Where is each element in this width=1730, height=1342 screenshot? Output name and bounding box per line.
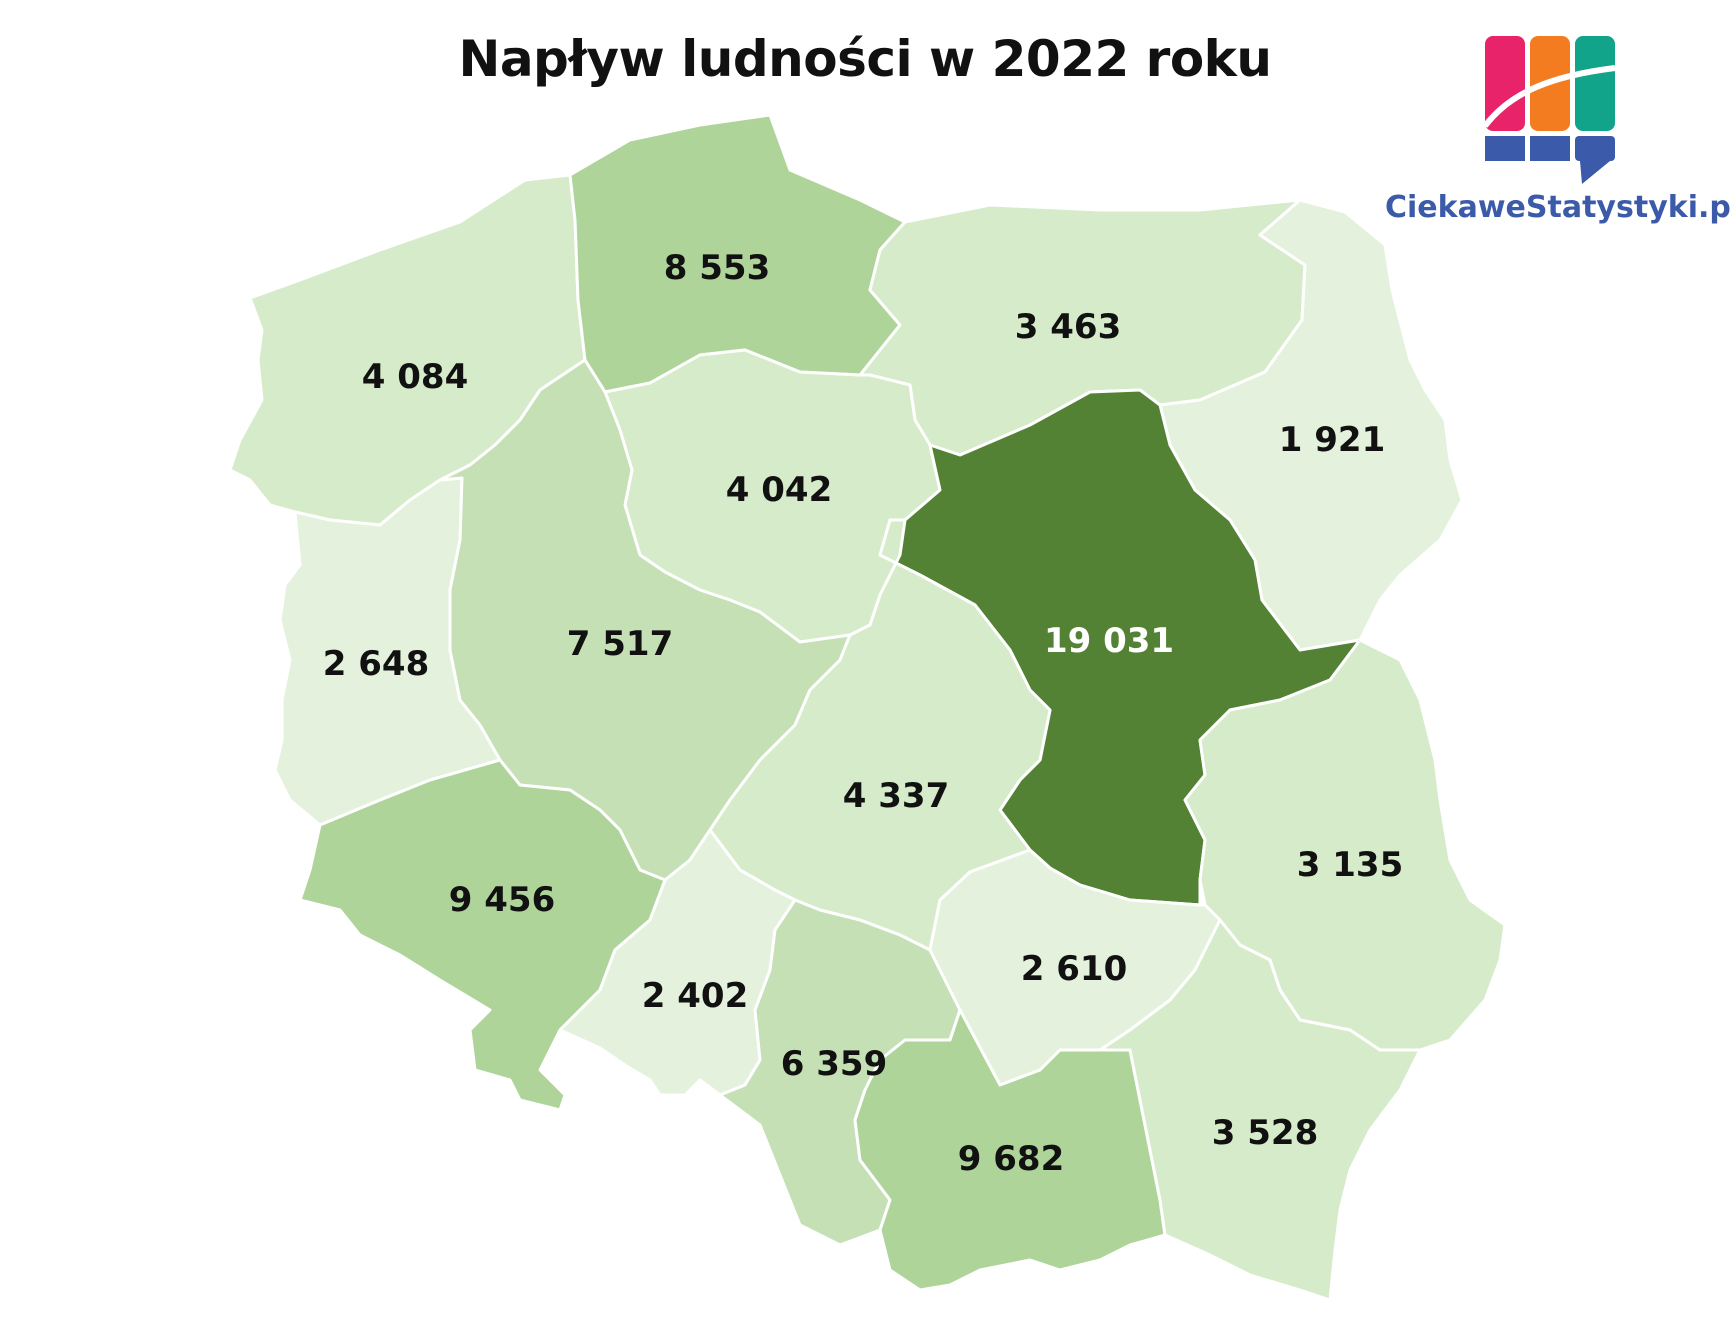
region-dolnoslaskie (298, 758, 667, 1112)
value-lodzkie: 4 337 (843, 776, 949, 816)
value-pomorskie: 8 553 (664, 248, 770, 288)
value-swietokrzyskie: 2 610 (1021, 949, 1127, 989)
value-podkarpackie: 3 528 (1212, 1113, 1318, 1153)
value-zachodniopomorskie: 4 084 (362, 357, 468, 397)
value-lubuskie: 2 648 (323, 644, 429, 684)
logo-chart-icon (1482, 36, 1616, 184)
brand-name: CiekaweStatystyki.pl (1385, 190, 1730, 225)
value-podlaskie: 1 921 (1279, 420, 1385, 460)
brand-logo (1482, 36, 1616, 184)
value-lubelskie: 3 135 (1297, 845, 1403, 885)
region-podkarpackie (1098, 918, 1422, 1302)
value-kujawsko-pomorskie: 4 042 (726, 470, 832, 510)
value-mazowieckie: 19 031 (1044, 621, 1174, 661)
value-opolskie: 2 402 (642, 976, 748, 1016)
value-wielkopolskie: 7 517 (567, 624, 673, 664)
value-dolnoslaskie: 9 456 (449, 880, 555, 920)
value-slaskie: 6 359 (781, 1044, 887, 1084)
value-warminsko-mazurskie: 3 463 (1015, 307, 1121, 347)
value-malopolskie: 9 682 (958, 1139, 1064, 1179)
page-title: Napływ ludności w 2022 roku (458, 30, 1272, 88)
